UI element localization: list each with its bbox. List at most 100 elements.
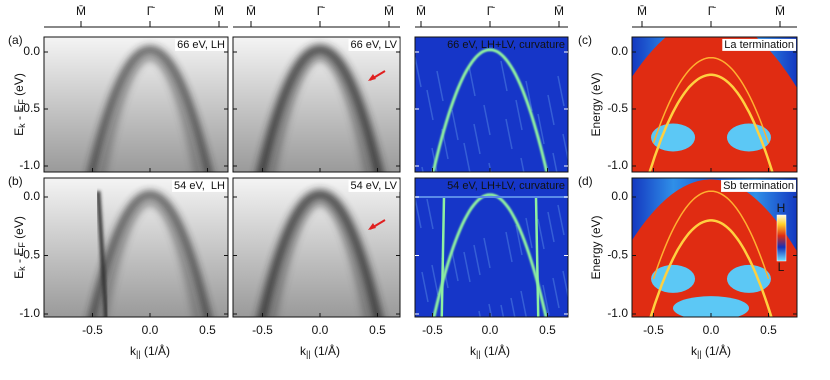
panel-image bbox=[233, 178, 400, 317]
band-inner bbox=[100, 55, 200, 172]
noise bbox=[547, 94, 555, 126]
y-tick-label: -0.5 bbox=[607, 248, 628, 262]
noise bbox=[426, 89, 434, 121]
noise bbox=[473, 123, 481, 155]
y-title-part: k bbox=[17, 123, 27, 128]
noise bbox=[426, 198, 434, 230]
gap-pocket bbox=[651, 264, 696, 293]
band bbox=[432, 193, 548, 317]
y-tick-label: 0.0 bbox=[23, 44, 40, 58]
colorbar-label: H bbox=[777, 201, 786, 215]
noise bbox=[468, 65, 476, 97]
y-tick-label: -1.0 bbox=[607, 306, 628, 320]
x-title-part: k bbox=[470, 344, 477, 358]
y-axis-title: Ek - EF (eV) bbox=[12, 216, 27, 279]
band bbox=[431, 48, 549, 172]
x-title-part: || bbox=[697, 349, 702, 359]
noise bbox=[463, 142, 471, 172]
symmetry-label: Γ̄ bbox=[317, 4, 326, 18]
y-tick-label: -1.0 bbox=[19, 158, 40, 172]
y-title-part: (eV) bbox=[12, 216, 26, 242]
x-tick-label: 0.0 bbox=[312, 323, 329, 337]
surface-state bbox=[96, 191, 109, 317]
y-axis-title: Energy (eV) bbox=[589, 215, 603, 279]
noise bbox=[500, 60, 508, 92]
surface-band bbox=[652, 190, 770, 280]
noise bbox=[557, 204, 565, 236]
y-title-part: - E bbox=[12, 105, 26, 124]
noise bbox=[421, 271, 429, 303]
panel-frame bbox=[414, 36, 569, 173]
panel-image bbox=[632, 178, 797, 317]
y-title-part: E bbox=[12, 128, 26, 136]
noise bbox=[562, 133, 568, 163]
arrow-head bbox=[368, 223, 376, 230]
x-tick-label: 0.0 bbox=[703, 323, 720, 337]
noise bbox=[542, 284, 550, 316]
panel-tag: 54 eV, LH+LV, curvature bbox=[447, 180, 565, 192]
y-tick-label: -0.5 bbox=[19, 101, 40, 115]
noise bbox=[520, 157, 525, 172]
panel-tag: Sb termination bbox=[723, 180, 794, 192]
noise bbox=[415, 56, 422, 88]
panel-tag: 66 eV, LV bbox=[351, 39, 398, 51]
y-axis-title: Energy (eV) bbox=[589, 72, 603, 136]
y-title-part: (eV) bbox=[12, 73, 26, 99]
y-tick-label: 0.0 bbox=[23, 189, 40, 203]
noise bbox=[451, 250, 459, 282]
panel-tag: 54 eV, LV bbox=[351, 180, 398, 192]
y-tick-label: 0.0 bbox=[611, 44, 628, 58]
surface-band bbox=[652, 56, 770, 144]
panel-tag: La termination bbox=[724, 39, 794, 51]
tag-bg bbox=[348, 179, 400, 192]
noise bbox=[478, 310, 481, 317]
symmetry-label: M̄ bbox=[214, 4, 224, 18]
symmetry-label: M̄ bbox=[384, 4, 394, 18]
y-title-part: F bbox=[17, 242, 27, 248]
surface-state bbox=[440, 196, 446, 317]
noise bbox=[473, 244, 481, 276]
x-title-part: k bbox=[300, 344, 307, 358]
noise bbox=[463, 251, 471, 283]
tag-bg bbox=[722, 38, 796, 51]
x-axis-title: k|| (1/Å) bbox=[470, 343, 510, 359]
x-tick-label: 0.5 bbox=[199, 323, 216, 337]
panel-image bbox=[632, 37, 797, 172]
noise bbox=[520, 290, 527, 317]
y-title-part: E bbox=[12, 271, 26, 279]
x-title-part: (1/Å) bbox=[702, 343, 731, 358]
noise bbox=[552, 277, 560, 309]
noise bbox=[515, 99, 523, 131]
symmetry-label: M̄ bbox=[246, 4, 256, 18]
symmetry-label: M̄ bbox=[775, 4, 785, 18]
panel-frame bbox=[232, 177, 401, 318]
surface-band bbox=[648, 73, 774, 172]
arrow-head bbox=[368, 74, 376, 81]
x-title-part: || bbox=[476, 349, 481, 359]
y-title-part: k bbox=[17, 266, 27, 271]
x-axis-title: k|| (1/Å) bbox=[691, 343, 731, 359]
noise bbox=[505, 118, 513, 150]
y-tick-label: 0.0 bbox=[611, 189, 628, 203]
colorbar-label: L bbox=[778, 260, 785, 274]
noise bbox=[515, 224, 523, 256]
panel-tag: 66 eV, LH bbox=[177, 39, 225, 51]
panel-image bbox=[415, 178, 568, 317]
symmetry-label: Γ̄ bbox=[708, 4, 717, 18]
noise bbox=[488, 303, 493, 317]
panel-image bbox=[44, 178, 228, 317]
x-title-part: || bbox=[306, 349, 311, 359]
noise bbox=[510, 297, 516, 317]
noise bbox=[547, 211, 555, 243]
noise bbox=[483, 104, 491, 136]
band-inner bbox=[271, 200, 369, 317]
symmetry-label: Γ̄ bbox=[487, 4, 496, 18]
noise bbox=[500, 304, 505, 317]
panel-frame bbox=[631, 177, 798, 318]
x-tick-label: -0.5 bbox=[82, 323, 103, 337]
x-title-part: (1/Å) bbox=[141, 343, 170, 358]
tag-bg bbox=[721, 179, 796, 192]
panel-image bbox=[415, 37, 568, 172]
gap-pocket bbox=[726, 123, 771, 152]
x-tick-label: 0.5 bbox=[760, 323, 777, 337]
